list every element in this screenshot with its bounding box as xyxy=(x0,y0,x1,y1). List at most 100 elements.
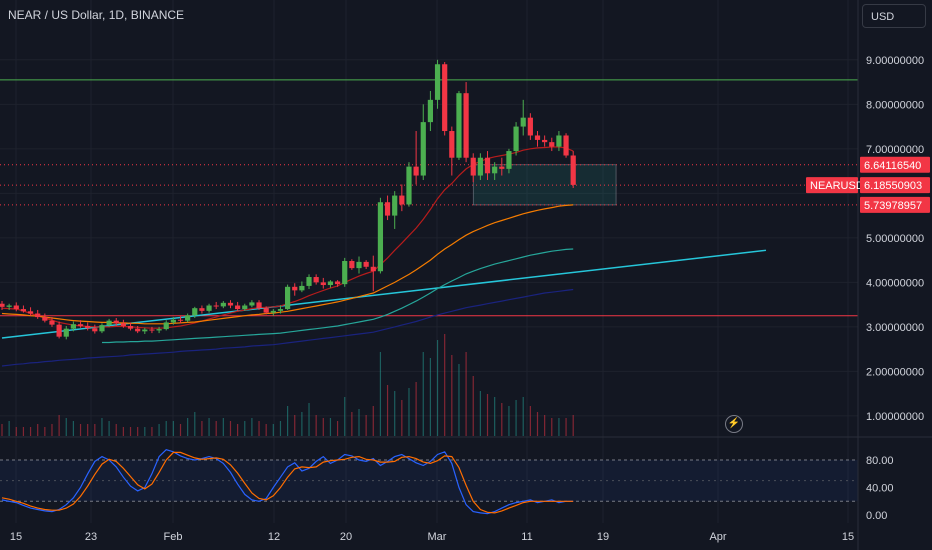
volume-bar xyxy=(179,424,182,436)
candle-body xyxy=(6,305,12,307)
candle-body xyxy=(542,139,548,143)
volume-bar xyxy=(494,397,496,436)
volume-bar xyxy=(137,427,139,436)
symbol-label: NEARUSD xyxy=(810,180,864,192)
price-label-zone-bottom-bg xyxy=(860,196,930,213)
volume-bar xyxy=(44,427,46,436)
volume-bar xyxy=(101,418,103,436)
candle-body xyxy=(156,329,162,331)
candle-body xyxy=(256,302,262,309)
candle-body xyxy=(142,329,148,332)
candle-body xyxy=(327,281,334,286)
grid xyxy=(0,0,932,523)
y-tick-label: 1.00000000 xyxy=(866,411,924,423)
candle-body xyxy=(520,117,526,127)
candle-body xyxy=(213,305,219,307)
candle-body xyxy=(556,135,562,147)
price-label-zone-top-bg xyxy=(860,156,930,173)
volume-bar xyxy=(422,352,424,436)
volume-bar xyxy=(565,418,567,436)
x-tick-label: 20 xyxy=(340,531,352,543)
volume-bar xyxy=(8,421,10,436)
volume-bar xyxy=(158,424,160,436)
y-tick-label: 7.00000000 xyxy=(866,144,924,156)
candle-body xyxy=(27,311,34,314)
volume-bar xyxy=(465,352,467,436)
candle-body xyxy=(506,151,512,169)
volume-bar xyxy=(208,418,210,436)
candle-body xyxy=(20,309,27,312)
stoch-tick-label: 80.00 xyxy=(866,455,894,467)
candle-body xyxy=(299,285,305,291)
volume-bar xyxy=(451,355,453,436)
candle-body xyxy=(70,324,76,329)
candle-body xyxy=(127,325,134,329)
volume-bar xyxy=(87,424,89,436)
volume-bar xyxy=(501,403,503,436)
currency-button[interactable]: USD xyxy=(862,4,926,28)
volume-bar xyxy=(394,391,396,436)
stoch-rsi-pane xyxy=(0,449,858,515)
volume-bar xyxy=(151,427,153,436)
x-tick-label: 15 xyxy=(10,531,22,543)
candle-body xyxy=(499,166,505,169)
volume-bar xyxy=(129,427,132,436)
price-axis[interactable]: 9.00000000 8.00000000 7.00000000 5.00000000… xyxy=(857,0,924,550)
candle-body xyxy=(320,282,326,286)
time-axis[interactable]: 15 23 Feb 12 20 Mar 11 19 Apr 15 xyxy=(10,531,854,543)
volume-bar xyxy=(294,415,296,436)
volume-bar xyxy=(229,421,232,436)
candle-body xyxy=(470,157,476,176)
candle-body xyxy=(484,157,491,174)
volume-bar xyxy=(508,406,510,436)
volume-bar xyxy=(551,418,553,436)
candle-body xyxy=(185,315,191,321)
lightning-icon[interactable]: ⚡ xyxy=(725,415,743,433)
moving-average-line xyxy=(1,288,574,367)
y-tick-label: 4.00000000 xyxy=(866,277,924,289)
volume-bar xyxy=(351,412,353,436)
candle-body xyxy=(392,195,398,216)
candle-body xyxy=(349,260,355,269)
candle-body xyxy=(342,260,348,285)
volume-bar xyxy=(336,421,339,436)
y-tick-label: 3.00000000 xyxy=(866,322,924,334)
candle-body xyxy=(413,166,419,176)
candle-body xyxy=(92,328,98,332)
volume-bar xyxy=(329,418,332,436)
candle-body xyxy=(492,166,498,174)
candle-body xyxy=(427,99,433,123)
volume-bar xyxy=(79,424,82,436)
volume-bar xyxy=(65,418,67,436)
candle-body xyxy=(456,93,462,158)
volume-bar xyxy=(301,412,303,436)
candlesticks xyxy=(0,59,576,340)
candle-body xyxy=(206,305,212,311)
candle-body xyxy=(235,305,241,310)
candle-body xyxy=(270,310,276,313)
volume-bar xyxy=(572,415,574,436)
candle-body xyxy=(63,328,69,337)
candle-body xyxy=(406,166,412,205)
volume-bar xyxy=(165,421,167,436)
volume-bar xyxy=(72,421,74,436)
candle-body xyxy=(56,324,62,337)
chart-title: NEAR / US Dollar, 1D, BINANCE xyxy=(8,8,185,22)
candle-body xyxy=(313,277,319,283)
volume-bar xyxy=(558,418,560,436)
candle-body xyxy=(477,157,483,176)
candle-body xyxy=(192,308,198,316)
y-tick-label: 9.00000000 xyxy=(866,55,924,67)
volume-bar xyxy=(279,421,282,436)
candle-body xyxy=(85,325,91,329)
symbol-label-bg xyxy=(806,177,858,194)
candle-body xyxy=(363,261,369,267)
volume-bar xyxy=(108,421,110,436)
volume-bar xyxy=(22,427,25,436)
volume-bar xyxy=(265,424,267,436)
moving-average-line xyxy=(102,248,574,344)
volume-bar xyxy=(272,424,274,436)
volume-bar xyxy=(386,385,389,436)
volume-bar xyxy=(458,364,460,436)
